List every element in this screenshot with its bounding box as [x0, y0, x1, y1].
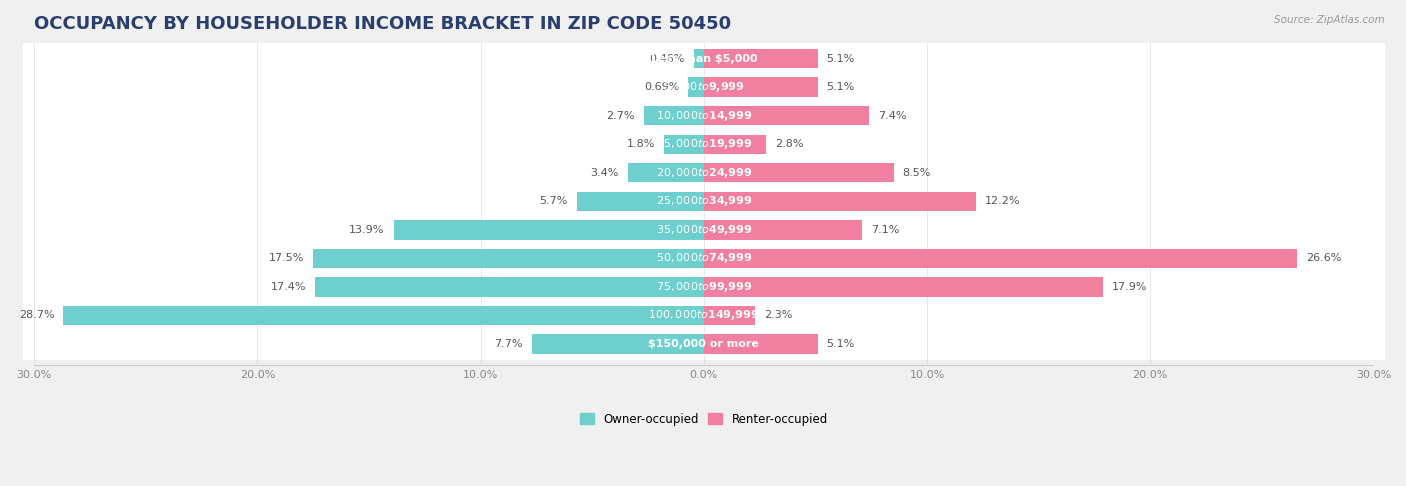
- Bar: [704, 191, 976, 211]
- Text: 13.9%: 13.9%: [349, 225, 385, 235]
- Text: 2.3%: 2.3%: [763, 311, 793, 320]
- Bar: [704, 249, 1298, 268]
- Bar: [693, 49, 704, 69]
- Text: 5.1%: 5.1%: [827, 339, 855, 349]
- Bar: [394, 220, 704, 240]
- Bar: [22, 243, 1385, 274]
- Bar: [314, 249, 704, 268]
- Text: 7.4%: 7.4%: [877, 111, 907, 121]
- Text: 12.2%: 12.2%: [986, 196, 1021, 206]
- Text: 7.7%: 7.7%: [495, 339, 523, 349]
- Bar: [22, 157, 1385, 189]
- Bar: [315, 277, 704, 296]
- Text: $75,000 to $99,999: $75,000 to $99,999: [655, 280, 752, 294]
- Text: 3.4%: 3.4%: [591, 168, 619, 178]
- Bar: [63, 306, 704, 325]
- Text: $5,000 to $9,999: $5,000 to $9,999: [664, 80, 745, 94]
- Bar: [22, 71, 1385, 103]
- Text: 0.46%: 0.46%: [650, 53, 685, 64]
- Text: 7.1%: 7.1%: [872, 225, 900, 235]
- Text: 2.8%: 2.8%: [775, 139, 804, 149]
- Bar: [704, 49, 818, 69]
- Bar: [531, 334, 704, 354]
- Text: $20,000 to $24,999: $20,000 to $24,999: [655, 166, 752, 180]
- Bar: [22, 299, 1385, 331]
- Text: 17.4%: 17.4%: [271, 282, 307, 292]
- Legend: Owner-occupied, Renter-occupied: Owner-occupied, Renter-occupied: [575, 408, 832, 431]
- Text: 5.1%: 5.1%: [827, 53, 855, 64]
- Bar: [704, 306, 755, 325]
- Bar: [704, 106, 869, 125]
- Text: $100,000 to $149,999: $100,000 to $149,999: [648, 309, 759, 323]
- Text: 1.8%: 1.8%: [626, 139, 655, 149]
- Bar: [22, 328, 1385, 360]
- Bar: [644, 106, 704, 125]
- Bar: [664, 135, 704, 154]
- Text: $150,000 or more: $150,000 or more: [648, 339, 759, 349]
- Text: $25,000 to $34,999: $25,000 to $34,999: [655, 194, 752, 208]
- Text: 5.7%: 5.7%: [540, 196, 568, 206]
- Bar: [22, 214, 1385, 246]
- Bar: [704, 334, 818, 354]
- Text: 0.69%: 0.69%: [644, 82, 679, 92]
- Text: $35,000 to $49,999: $35,000 to $49,999: [655, 223, 752, 237]
- Bar: [704, 135, 766, 154]
- Text: $15,000 to $19,999: $15,000 to $19,999: [655, 137, 752, 151]
- Bar: [704, 220, 862, 240]
- Text: 17.5%: 17.5%: [269, 253, 304, 263]
- Bar: [704, 163, 894, 182]
- Text: Less than $5,000: Less than $5,000: [651, 53, 756, 64]
- Bar: [22, 100, 1385, 132]
- Bar: [704, 77, 818, 97]
- Text: 8.5%: 8.5%: [903, 168, 931, 178]
- Text: 26.6%: 26.6%: [1306, 253, 1341, 263]
- Text: $10,000 to $14,999: $10,000 to $14,999: [655, 109, 752, 122]
- Text: 17.9%: 17.9%: [1112, 282, 1147, 292]
- Text: 5.1%: 5.1%: [827, 82, 855, 92]
- Text: 28.7%: 28.7%: [18, 311, 55, 320]
- Bar: [689, 77, 704, 97]
- Bar: [22, 128, 1385, 160]
- Text: $50,000 to $74,999: $50,000 to $74,999: [655, 251, 752, 265]
- Text: OCCUPANCY BY HOUSEHOLDER INCOME BRACKET IN ZIP CODE 50450: OCCUPANCY BY HOUSEHOLDER INCOME BRACKET …: [34, 15, 731, 33]
- Bar: [704, 277, 1104, 296]
- Bar: [576, 191, 704, 211]
- Text: 2.7%: 2.7%: [606, 111, 634, 121]
- Bar: [22, 43, 1385, 74]
- Bar: [628, 163, 704, 182]
- Text: Source: ZipAtlas.com: Source: ZipAtlas.com: [1274, 15, 1385, 25]
- Bar: [22, 185, 1385, 217]
- Bar: [22, 271, 1385, 303]
